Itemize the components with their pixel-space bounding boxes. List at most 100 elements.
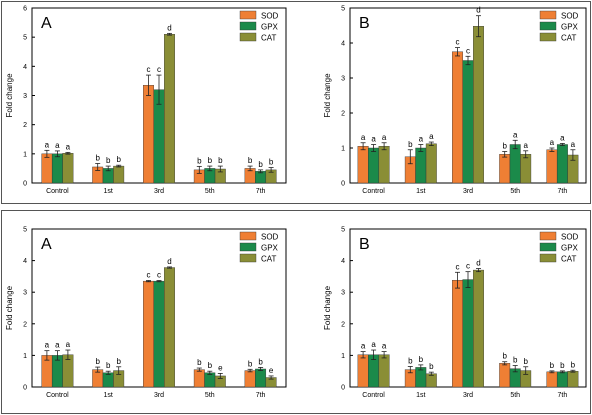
chart1-bar-sod xyxy=(143,85,154,184)
chart2-x-tick-label: 7th xyxy=(558,188,568,195)
chart3-x-tick-label: Control xyxy=(46,392,69,399)
chart4-bar-cat xyxy=(473,269,484,388)
chart3-x-tick-label: 1st xyxy=(104,392,113,399)
chart3-legend-label: CAT xyxy=(261,255,277,264)
chart3-bar-gpx xyxy=(204,372,216,388)
chart3-bar-sod xyxy=(244,370,256,388)
chart4-x-tick-label: 5th xyxy=(510,392,520,399)
chart2-significance-letter: a xyxy=(419,135,424,144)
chart4-significance-letter: b xyxy=(513,356,518,365)
chart1-significance-letter: b xyxy=(218,156,223,165)
chart4-bar-sod xyxy=(452,279,463,388)
chart1-x-tick-label: 5th xyxy=(205,188,215,195)
chart3-significance-letter: c xyxy=(157,271,161,280)
chart3-legend-swatch-gpx xyxy=(239,242,257,252)
chart2-bar-gpx xyxy=(509,144,521,184)
chart2-significance-letter: a xyxy=(571,140,576,149)
chart2-significance-letter: a xyxy=(513,130,518,139)
chart3-x-tick-label: 3rd xyxy=(154,392,164,399)
chart3-significance-letter: a xyxy=(45,341,50,350)
chart2-significance-letter: a xyxy=(550,138,555,147)
chart4-significance-letter: a xyxy=(371,340,376,349)
chart2-significance-letter: a xyxy=(371,135,376,144)
chart2-legend-label: CAT xyxy=(561,34,577,43)
chart1-significance-letter: a xyxy=(45,140,50,149)
chart3-y-tick-label: 5 xyxy=(23,227,27,234)
chart1-bar-sod xyxy=(41,153,53,184)
chart3-significance-letter: a xyxy=(55,341,60,350)
chart2-significance-letter: b xyxy=(502,142,507,151)
chart3-x-tick-label: 7th xyxy=(256,392,266,399)
chart3-bar-gpx xyxy=(153,280,165,388)
chart1-y-tick-label: 5 xyxy=(23,35,27,42)
chart2-bar-gpx xyxy=(415,147,427,184)
chart2-x-tick-label: 3rd xyxy=(463,188,473,195)
chart4-y-tick-label: 3 xyxy=(341,290,345,297)
chart3-significance-letter: b xyxy=(95,357,100,366)
chart3-bar-cat xyxy=(164,267,175,388)
chart2-bar-gpx xyxy=(556,144,568,184)
chart4-significance-letter: b xyxy=(419,355,424,364)
chart4-x-tick-label: 7th xyxy=(558,392,568,399)
chart1-bar-cat xyxy=(62,153,74,184)
chart3-significance-letter: e xyxy=(218,363,223,372)
chart2-bar-gpx xyxy=(462,60,474,184)
chart3-significance-letter: b xyxy=(116,357,121,366)
chart2-significance-letter: d xyxy=(476,6,480,15)
chart2-y-tick-label: 0 xyxy=(341,181,345,188)
chart4-legend-label: GPX xyxy=(561,244,579,253)
chart4-significance-letter: d xyxy=(476,259,480,268)
chart2-y-tick-label: 1 xyxy=(341,146,345,153)
chart4-legend-swatch-gpx xyxy=(539,242,557,252)
chart4-bar-gpx xyxy=(462,279,474,388)
chart4-significance-letter: b xyxy=(408,356,413,365)
chart4-significance-letter: b xyxy=(571,360,576,369)
chart1-y-tick-label: 3 xyxy=(23,93,27,100)
chart3-bar-sod xyxy=(193,369,205,388)
chart1-significance-letter: b xyxy=(95,153,100,162)
chart4-x-tick-label: 3rd xyxy=(463,392,473,399)
chart4-legend-label: CAT xyxy=(561,255,577,264)
chart4-significance-letter: a xyxy=(382,342,387,351)
chart1-bar-cat xyxy=(113,165,125,184)
chart2-significance-letter: c xyxy=(466,46,470,55)
chart3-significance-letter: b xyxy=(208,361,213,370)
chart1-y-tick-label: 0 xyxy=(23,181,27,188)
chart3-legend-swatch-sod xyxy=(239,231,257,241)
chart3-legend-swatch-cat xyxy=(239,253,257,263)
chart4-y-axis-label: Fold change xyxy=(323,285,332,330)
chart4-bar-cat xyxy=(378,354,390,388)
chart2-x-tick-label: 5th xyxy=(510,188,520,195)
chart4-y-tick-label: 4 xyxy=(341,258,345,265)
chart3-y-tick-label: 0 xyxy=(23,385,27,392)
chart1-significance-letter: c xyxy=(157,65,161,74)
chart2-y-axis-label: Fold change xyxy=(323,73,332,118)
chart2-bar-cat xyxy=(425,143,437,184)
chart1-significance-letter: b xyxy=(269,158,274,167)
chart4-significance-letter: b xyxy=(560,361,565,370)
chart4-legend-swatch-cat xyxy=(539,253,557,263)
chart4-bar-cat xyxy=(425,373,437,388)
chart3-y-tick-label: 2 xyxy=(23,321,27,328)
chart4-legend-swatch-sod xyxy=(539,231,557,241)
chart1-significance-letter: b xyxy=(106,156,111,165)
chart1-bar-cat xyxy=(164,34,175,184)
chart1-bar-gpx xyxy=(51,153,63,184)
chart3-legend-label: GPX xyxy=(261,244,279,253)
chart3-legend-label: SOD xyxy=(261,233,279,242)
chart2-bar-cat xyxy=(473,26,484,184)
chart1-y-tick-label: 1 xyxy=(23,151,27,158)
chart2-significance-letter: b xyxy=(408,140,413,149)
chart2-legend-label: GPX xyxy=(561,23,579,32)
chart1-significance-letter: d xyxy=(167,23,171,32)
chart1-significance-letter: b xyxy=(208,156,213,165)
chart3-significance-letter: e xyxy=(269,366,274,375)
chart3-bar-sod xyxy=(143,280,154,388)
chart1-x-tick-label: 7th xyxy=(256,188,266,195)
chart1-legend-label: CAT xyxy=(261,34,277,43)
chart3-significance-letter: b xyxy=(197,358,202,367)
chart4-significance-letter: b xyxy=(429,362,434,371)
chart2-x-tick-label: Control xyxy=(362,188,385,195)
chart2-bar-sod xyxy=(499,154,511,184)
chart3-y-tick-label: 1 xyxy=(23,353,27,360)
